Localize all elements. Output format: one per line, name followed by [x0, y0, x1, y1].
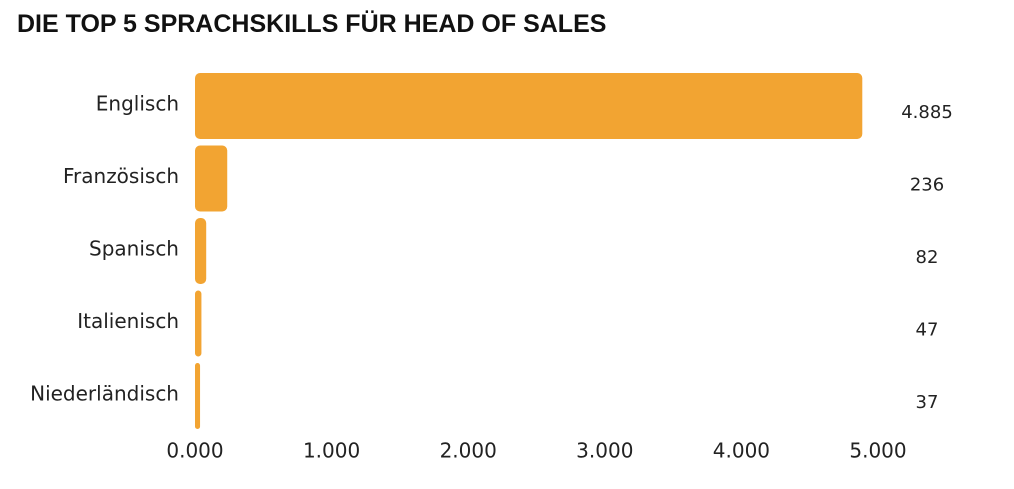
value-label-franzoesisch: 236 — [910, 175, 944, 196]
category-label-franzoesisch: Französisch — [63, 164, 179, 188]
category-label-spanisch: Spanisch — [89, 237, 179, 261]
value-label-italienisch: 47 — [916, 320, 939, 341]
x-tick-label-0: 0.000 — [166, 439, 223, 463]
bar-niederlaendisch — [195, 363, 201, 429]
value-label-englisch: 4.885 — [901, 102, 953, 123]
x-tick-label-5000: 5.000 — [849, 439, 906, 463]
x-tick-label-1000: 1.000 — [303, 439, 360, 463]
value-label-niederlaendisch: 37 — [916, 392, 939, 413]
category-label-niederlaendisch: Niederländisch — [30, 382, 179, 406]
x-tick-label-3000: 3.000 — [576, 439, 633, 463]
value-label-spanisch: 82 — [916, 247, 939, 268]
bar-italienisch — [195, 290, 202, 357]
bar-spanisch — [195, 218, 207, 284]
category-label-italienisch: Italienisch — [77, 309, 179, 333]
x-tick-label-4000: 4.000 — [713, 439, 770, 463]
bar-englisch — [195, 73, 863, 139]
chart-title: DIE TOP 5 SPRACHSKILLS FÜR HEAD OF SALES — [17, 10, 607, 38]
x-tick-label-2000: 2.000 — [440, 439, 497, 463]
category-label-englisch: Englisch — [96, 92, 179, 116]
bar-franzoesisch — [195, 145, 228, 212]
